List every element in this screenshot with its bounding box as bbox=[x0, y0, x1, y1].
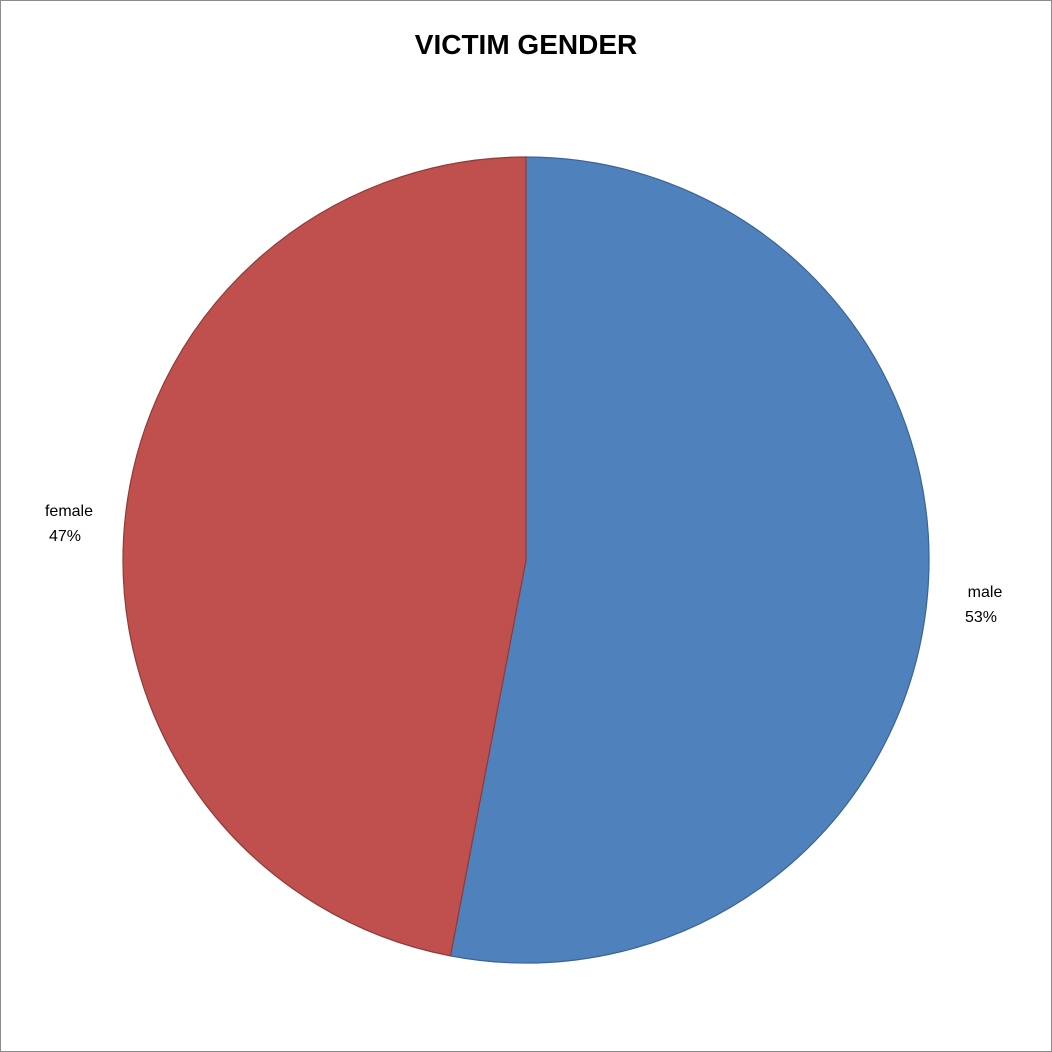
slice-value-label-male: 53% bbox=[965, 609, 997, 626]
pie-slice-male bbox=[449, 156, 930, 964]
chart-title: VICTIM GENDER bbox=[414, 29, 638, 60]
slice-label-female: female bbox=[45, 503, 93, 520]
slice-value-label-female: 47% bbox=[49, 528, 81, 545]
pie-slice-female bbox=[122, 156, 527, 957]
slice-label-male: male bbox=[968, 584, 1003, 601]
